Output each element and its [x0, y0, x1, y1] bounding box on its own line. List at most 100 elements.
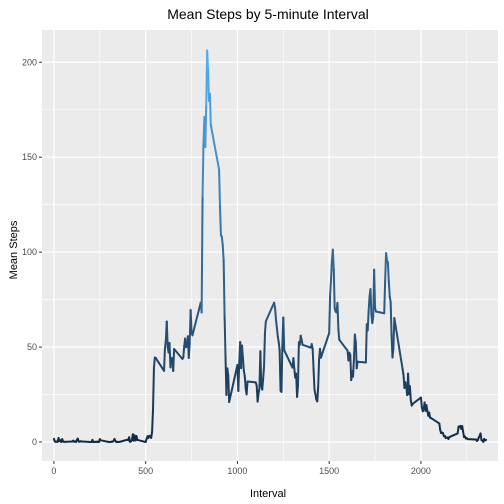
series-segment	[296, 341, 300, 387]
series-segment	[352, 357, 355, 378]
series-segment	[256, 392, 260, 403]
series-segment	[163, 347, 166, 372]
series-segment	[163, 338, 167, 350]
series-segment	[151, 407, 155, 433]
series-segment	[243, 375, 247, 390]
series-segment	[223, 315, 227, 358]
series-segment	[419, 396, 423, 409]
series-segment	[245, 380, 249, 396]
series-segment	[330, 259, 333, 281]
series-segment	[438, 422, 442, 431]
series-segment	[246, 380, 257, 384]
series-segment	[218, 168, 221, 208]
series-segment	[408, 385, 412, 402]
x-tick-label: 1000	[227, 466, 247, 476]
series-segment	[220, 235, 224, 247]
series-segment	[282, 316, 286, 352]
series-segment	[209, 123, 221, 171]
series-segment	[221, 244, 225, 262]
series-segment	[328, 294, 332, 335]
series-segment	[353, 333, 357, 344]
series-segment	[355, 360, 359, 370]
series-segment	[228, 363, 239, 403]
series-segment	[226, 367, 230, 377]
series-segment	[329, 278, 333, 297]
series-segment	[118, 438, 129, 444]
y-tick-label: 200	[22, 57, 37, 67]
y-tick-label: 100	[22, 247, 37, 257]
series-segment	[201, 141, 205, 198]
series-segment	[391, 347, 395, 359]
series-segment	[385, 252, 388, 262]
y-tick-label: 0	[32, 437, 37, 447]
series-segment	[263, 320, 267, 334]
series-segment	[387, 280, 391, 298]
series-segment	[364, 323, 368, 364]
series-segment	[237, 360, 241, 392]
series-segment	[169, 357, 173, 369]
y-tick-label: 50	[27, 342, 37, 352]
series-segment	[241, 344, 244, 359]
series-segment	[191, 301, 202, 337]
series-segment	[259, 350, 263, 386]
series-segment	[331, 248, 335, 271]
x-tick-label: 500	[138, 466, 153, 476]
minor-gridlines	[42, 30, 498, 461]
series-segment	[337, 327, 341, 341]
series-segment	[222, 259, 226, 318]
series-segment	[275, 326, 279, 338]
series-segment	[165, 320, 169, 349]
x-tick-label: 1500	[319, 466, 339, 476]
series-segment	[311, 347, 315, 371]
series-segment	[401, 367, 405, 376]
series-segment	[301, 343, 312, 349]
series-segment	[393, 317, 404, 370]
series-segment	[206, 49, 210, 72]
series-segment	[150, 430, 154, 439]
x-axis: 0 500 1000 1500 2000	[51, 461, 431, 476]
series-segment	[81, 440, 92, 444]
series-segment	[332, 268, 336, 310]
series-segment	[367, 295, 371, 313]
series-segment	[172, 347, 176, 373]
series-segment	[136, 438, 147, 444]
series-segment	[319, 332, 331, 359]
series-segment	[262, 365, 266, 381]
x-axis-title: Interval	[250, 488, 286, 500]
x-tick-label: 2000	[411, 466, 431, 476]
series-segment	[187, 341, 191, 359]
series-segment	[264, 301, 276, 323]
series-segment	[241, 356, 245, 373]
series-segment	[338, 338, 349, 352]
series-segment	[278, 349, 282, 392]
y-tick-label: 150	[22, 152, 37, 162]
series-segment	[152, 356, 156, 369]
series-segment	[374, 310, 386, 315]
series-segment	[479, 432, 483, 442]
series-segment	[383, 279, 387, 315]
series-segment	[430, 417, 441, 425]
major-gridlines	[42, 30, 498, 461]
series-segment	[99, 439, 110, 444]
series-segment	[274, 318, 278, 329]
series-segment	[204, 104, 208, 148]
series-segment	[261, 378, 265, 391]
series-segment	[312, 368, 316, 391]
series-segment	[296, 384, 299, 398]
chart-title: Mean Steps by 5-minute Interval	[167, 6, 369, 22]
series-segment	[411, 396, 422, 405]
series-segment	[263, 331, 266, 368]
series-segment	[189, 309, 193, 334]
y-axis: 0 50 100 150 200	[22, 57, 42, 447]
x-tick-label: 0	[51, 466, 56, 476]
plot-panel	[42, 30, 498, 461]
series-segment	[366, 310, 370, 332]
series-segment	[274, 306, 277, 321]
series-segment	[280, 343, 284, 393]
series-segment	[292, 357, 296, 370]
series-segment	[456, 425, 460, 435]
series-segment	[336, 301, 340, 330]
series-segment	[283, 349, 294, 369]
series-segment	[182, 345, 186, 359]
